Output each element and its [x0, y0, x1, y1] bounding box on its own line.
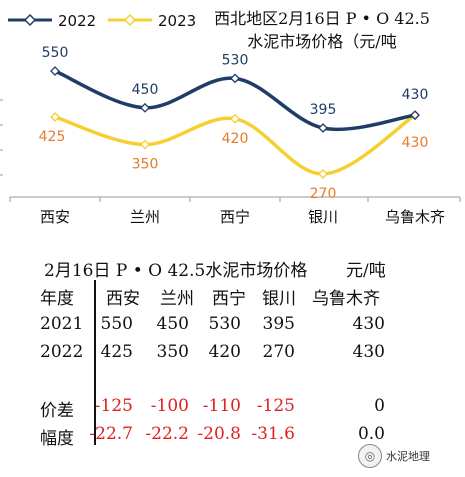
data-label-2023: 430: [402, 135, 429, 151]
data-label-2022: 395: [310, 102, 337, 118]
x-tick-label: 西安: [40, 208, 70, 226]
legend-label-2022: 2022: [58, 12, 96, 30]
table-row-label: 价差: [40, 401, 74, 421]
table-cell: 430: [352, 314, 385, 334]
table-cell: -31.6: [251, 424, 295, 444]
table-cell: 0: [374, 396, 385, 416]
table-cell: 550: [100, 314, 133, 334]
table-row-label: 2022: [40, 342, 84, 362]
table-row-label: 幅度: [40, 429, 74, 449]
x-tick-label: 西宁: [220, 208, 250, 226]
data-point-2022: [318, 123, 328, 133]
data-point-2023: [140, 139, 150, 150]
table-cell: -125: [256, 396, 295, 416]
legend-marker-2023: [123, 13, 137, 27]
table-header-cell: 西宁: [212, 289, 246, 309]
table-header-cell: 西安: [106, 289, 140, 309]
watermark: ◎ 水泥地理: [358, 444, 430, 468]
table-divider-line: [94, 280, 96, 445]
data-label-2022: 550: [42, 45, 69, 61]
table-unit: 元/吨: [346, 261, 386, 281]
table-cell: -110: [202, 396, 241, 416]
table-row-label: 2021: [40, 314, 84, 334]
data-point-2022: [140, 102, 150, 113]
table-cell: -22.2: [145, 424, 189, 444]
data-label-2023: 350: [132, 157, 159, 173]
table-cell: 395: [262, 314, 295, 334]
table-cell: 420: [208, 342, 241, 362]
x-tick-label: 兰州: [130, 208, 160, 226]
chart-title-line1: 西北地区2月16日 P • O 42.5: [214, 9, 430, 28]
table-header-cell: 乌鲁木齐: [312, 289, 380, 309]
table-title: 2月16日 P • O 42.5水泥市场价格: [44, 261, 308, 281]
legend-label-2023: 2023: [158, 12, 196, 30]
watermark-text: 水泥地理: [386, 450, 430, 463]
data-label-2022: 450: [132, 82, 159, 98]
data-point-2022: [50, 66, 60, 76]
data-label-2023: 270: [310, 186, 337, 202]
data-label-2022: 430: [402, 87, 429, 103]
table-cell: -125: [94, 396, 133, 416]
table-header-cell: 银川: [262, 289, 296, 309]
table-cell: 0.0: [357, 424, 385, 444]
data-point-2023: [318, 169, 328, 179]
table-cell: -100: [150, 396, 189, 416]
table-cell: -22.7: [89, 424, 133, 444]
wechat-channel-icon: ◎: [358, 444, 382, 468]
x-tick-label: 乌鲁木齐: [385, 208, 445, 226]
table-header-cell: 年度: [40, 289, 74, 309]
data-label-2023: 425: [39, 129, 66, 145]
table-cell: 425: [100, 342, 133, 362]
table-cell: 350: [156, 342, 189, 362]
legend-marker-2022: [23, 13, 37, 27]
data-point-2022: [410, 110, 420, 121]
data-point-2023: [230, 113, 240, 124]
table-cell: 450: [156, 314, 189, 334]
chart-title-line2: 水泥市场价格（元/吨: [247, 32, 396, 51]
data-label-2023: 420: [222, 131, 249, 147]
table-cell: 430: [352, 342, 385, 362]
table-cell: -20.8: [197, 424, 241, 444]
table-cell: 270: [262, 342, 295, 362]
x-tick-label: 银川: [308, 208, 338, 226]
table-header-cell: 兰州: [160, 289, 194, 309]
data-point-2023: [50, 112, 60, 122]
data-label-2022: 530: [222, 52, 249, 68]
data-point-2022: [230, 73, 240, 84]
price-line-chart: 西北地区2月16日 P • O 42.5 水泥市场价格（元/吨 2022 2023 西安…: [0, 9, 461, 226]
table-cell: 530: [208, 314, 241, 334]
